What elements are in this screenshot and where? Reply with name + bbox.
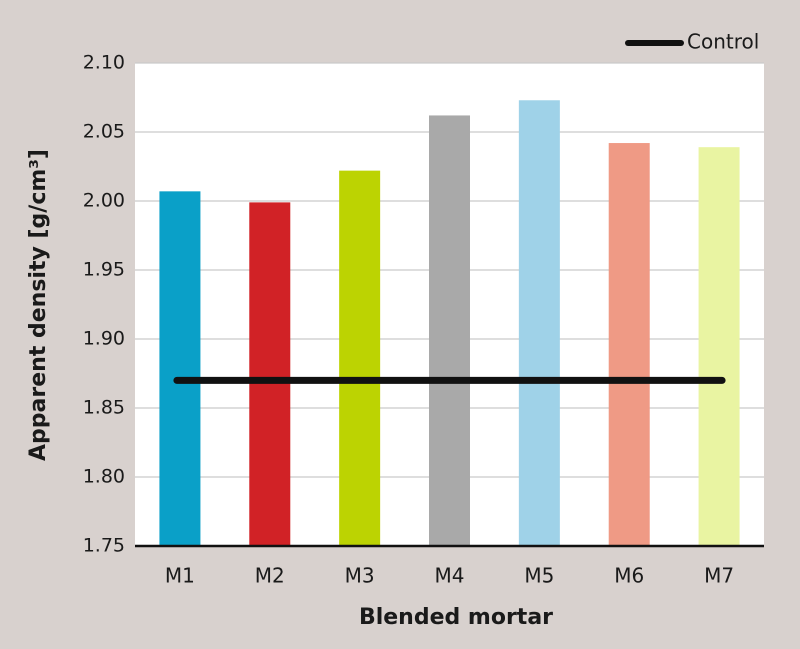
- y-tick-label: 1.95: [83, 259, 125, 281]
- y-tick-label: 1.80: [83, 466, 125, 488]
- legend-control-label: Control: [687, 30, 759, 54]
- bar-m1: [159, 191, 201, 546]
- x-tick-labels: M1 M2 M3 M4 M5 M6 M7: [165, 564, 734, 588]
- bar-m3: [339, 170, 381, 546]
- y-tick-label: 1.90: [83, 328, 125, 350]
- x-tick-label: M4: [435, 564, 465, 588]
- x-tick-label: M5: [524, 564, 554, 588]
- x-tick-label: M7: [704, 564, 734, 588]
- bar-m2: [249, 202, 291, 546]
- bar-m5: [518, 100, 560, 546]
- y-axis-label: Apparent density [g/cm³]: [26, 149, 51, 461]
- x-tick-label: M2: [255, 564, 285, 588]
- x-tick-label: M6: [614, 564, 644, 588]
- y-tick-label: 2.00: [83, 190, 125, 212]
- y-tick-label: 2.10: [83, 52, 125, 74]
- y-tick-label: 1.75: [83, 535, 125, 557]
- x-tick-label: M1: [165, 564, 195, 588]
- x-tick-label: M3: [345, 564, 375, 588]
- x-axis-label: Blended mortar: [359, 605, 553, 630]
- y-tick-label: 2.05: [83, 121, 125, 143]
- bars: [159, 100, 740, 547]
- bar-m6: [608, 143, 650, 547]
- y-tick-labels: 1.75 1.80 1.85 1.90 1.95 2.00 2.05 2.10: [83, 52, 125, 557]
- bar-m7: [698, 147, 740, 546]
- bar-m4: [429, 115, 470, 546]
- y-tick-label: 1.85: [83, 397, 125, 419]
